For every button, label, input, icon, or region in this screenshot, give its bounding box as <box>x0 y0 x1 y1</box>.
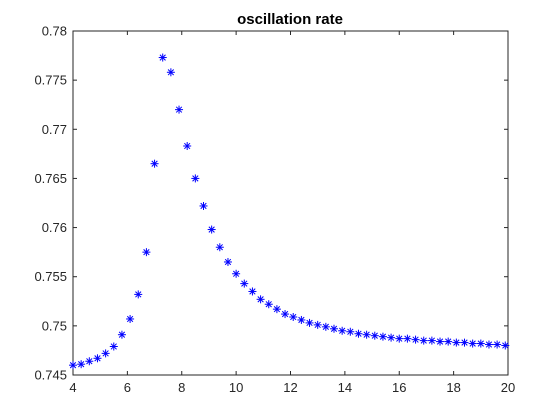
data-point <box>281 310 290 319</box>
data-point <box>232 269 241 278</box>
data-point <box>117 330 126 339</box>
data-point <box>362 330 371 339</box>
x-tick-label: 4 <box>69 380 76 395</box>
data-point <box>134 290 143 299</box>
data-point <box>378 332 387 341</box>
data-point <box>297 315 306 324</box>
data-point <box>427 336 436 345</box>
y-axis: 0.745 0.75 0.755 0.76 0.765 0.77 0.775 0.78 <box>34 24 508 383</box>
data-point <box>207 225 216 234</box>
data-point <box>444 337 453 346</box>
y-tick-label: 0.76 <box>42 220 67 235</box>
data-point <box>223 257 232 266</box>
data-point <box>264 300 273 309</box>
y-tick-label: 0.745 <box>34 368 67 383</box>
data-point <box>256 295 265 304</box>
data-point <box>272 305 281 314</box>
data-point <box>395 334 404 343</box>
data-point <box>436 337 445 346</box>
data-point <box>215 243 224 252</box>
chart-title: oscillation rate <box>237 11 343 28</box>
x-tick-label: 20 <box>501 380 515 395</box>
data-point <box>77 360 86 369</box>
x-tick-label: 14 <box>338 380 352 395</box>
data-point <box>346 327 355 336</box>
data-point <box>370 331 379 340</box>
data-point <box>85 357 94 366</box>
data-series <box>69 53 510 370</box>
data-point <box>387 333 396 342</box>
data-point <box>142 248 151 257</box>
data-point <box>199 201 208 210</box>
data-point <box>191 174 200 183</box>
data-point <box>126 314 135 323</box>
x-axis: 4 6 8 10 12 14 16 18 20 <box>69 31 515 395</box>
x-tick-label: 6 <box>124 380 131 395</box>
data-point <box>419 336 428 345</box>
data-point <box>248 287 257 296</box>
x-tick-label: 18 <box>446 380 460 395</box>
data-point <box>240 279 249 288</box>
plot-frame <box>72 30 509 376</box>
data-point <box>69 361 77 370</box>
y-tick-label: 0.78 <box>42 24 67 39</box>
data-point <box>354 329 363 338</box>
y-tick-label: 0.755 <box>34 269 67 284</box>
data-point <box>175 105 184 114</box>
y-tick-label: 0.775 <box>34 73 67 88</box>
data-point <box>493 340 502 349</box>
data-point <box>321 322 330 331</box>
data-point <box>338 326 347 335</box>
data-point <box>460 338 469 347</box>
y-tick-label: 0.77 <box>42 122 67 137</box>
data-point <box>452 338 461 347</box>
data-point <box>403 334 412 343</box>
data-point <box>101 349 110 358</box>
x-tick-label: 16 <box>392 380 406 395</box>
data-point <box>501 341 510 350</box>
data-point <box>93 354 102 363</box>
y-tick-label: 0.75 <box>42 318 67 333</box>
data-point <box>166 68 175 77</box>
data-point <box>109 342 118 351</box>
data-point <box>330 324 338 333</box>
x-tick-label: 8 <box>178 380 185 395</box>
data-point <box>476 339 485 348</box>
data-point <box>468 339 477 348</box>
x-tick-label: 10 <box>229 380 243 395</box>
data-point <box>313 320 322 329</box>
data-point <box>183 141 192 150</box>
data-point <box>484 340 493 349</box>
x-tick-label: 12 <box>283 380 297 395</box>
data-point <box>150 159 159 168</box>
data-point <box>289 313 298 322</box>
y-tick-label: 0.765 <box>34 171 67 186</box>
data-point <box>158 53 167 62</box>
data-point <box>411 335 420 344</box>
data-point <box>305 318 314 327</box>
